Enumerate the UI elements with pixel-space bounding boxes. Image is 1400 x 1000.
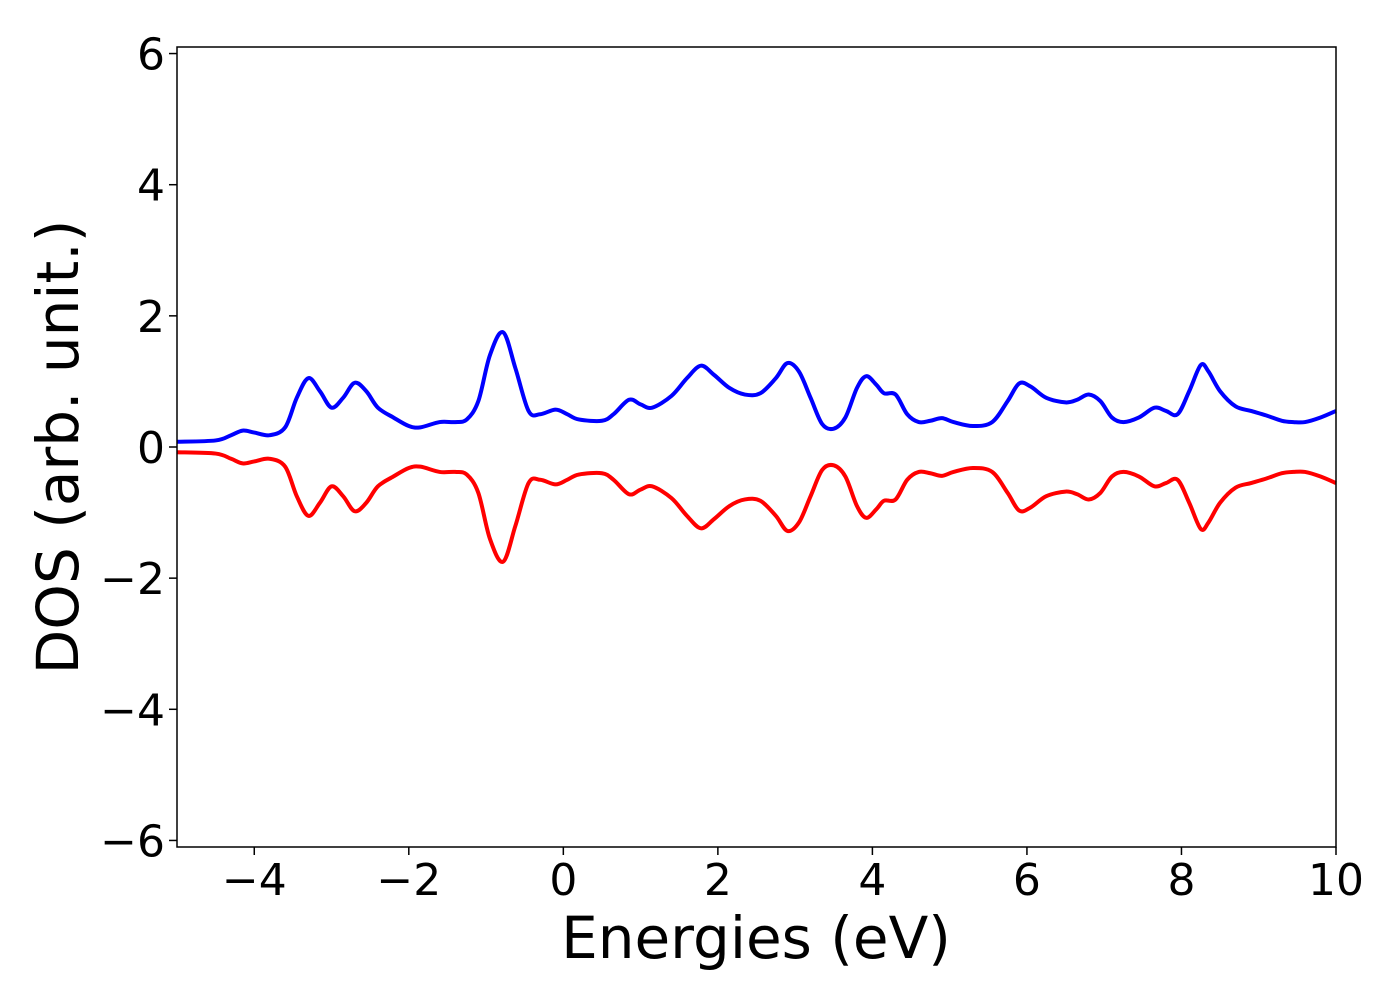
x-axis-label: Energies (eV) xyxy=(561,904,951,972)
series-layer xyxy=(176,330,1337,564)
x-tick-label: 6 xyxy=(1013,855,1041,906)
y-tick-label: 0 xyxy=(137,423,165,474)
y-tick-label: −2 xyxy=(100,554,165,605)
x-tick-label: 2 xyxy=(704,855,732,906)
x-axis-ticks: −4 −2 0 2 4 6 8 10 xyxy=(222,847,1364,906)
series-line-2 xyxy=(176,450,1337,564)
y-tick-label: 4 xyxy=(137,161,165,212)
y-axis-label: DOS (arb. unit.) xyxy=(24,220,92,675)
y-axis-ticks: −6 −4 −2 0 2 4 6 xyxy=(100,30,177,867)
series-line-1 xyxy=(176,330,1337,444)
y-tick-label: 2 xyxy=(137,292,165,343)
x-tick-label: −4 xyxy=(222,855,287,906)
y-tick-label: 6 xyxy=(137,30,165,81)
x-tick-label: 8 xyxy=(1167,855,1195,906)
y-tick-label: −4 xyxy=(100,685,165,736)
x-tick-label: 4 xyxy=(858,855,886,906)
y-tick-label: −6 xyxy=(100,816,165,867)
x-tick-label: 10 xyxy=(1308,855,1364,906)
x-tick-label: 0 xyxy=(549,855,577,906)
x-tick-label: −2 xyxy=(376,855,441,906)
